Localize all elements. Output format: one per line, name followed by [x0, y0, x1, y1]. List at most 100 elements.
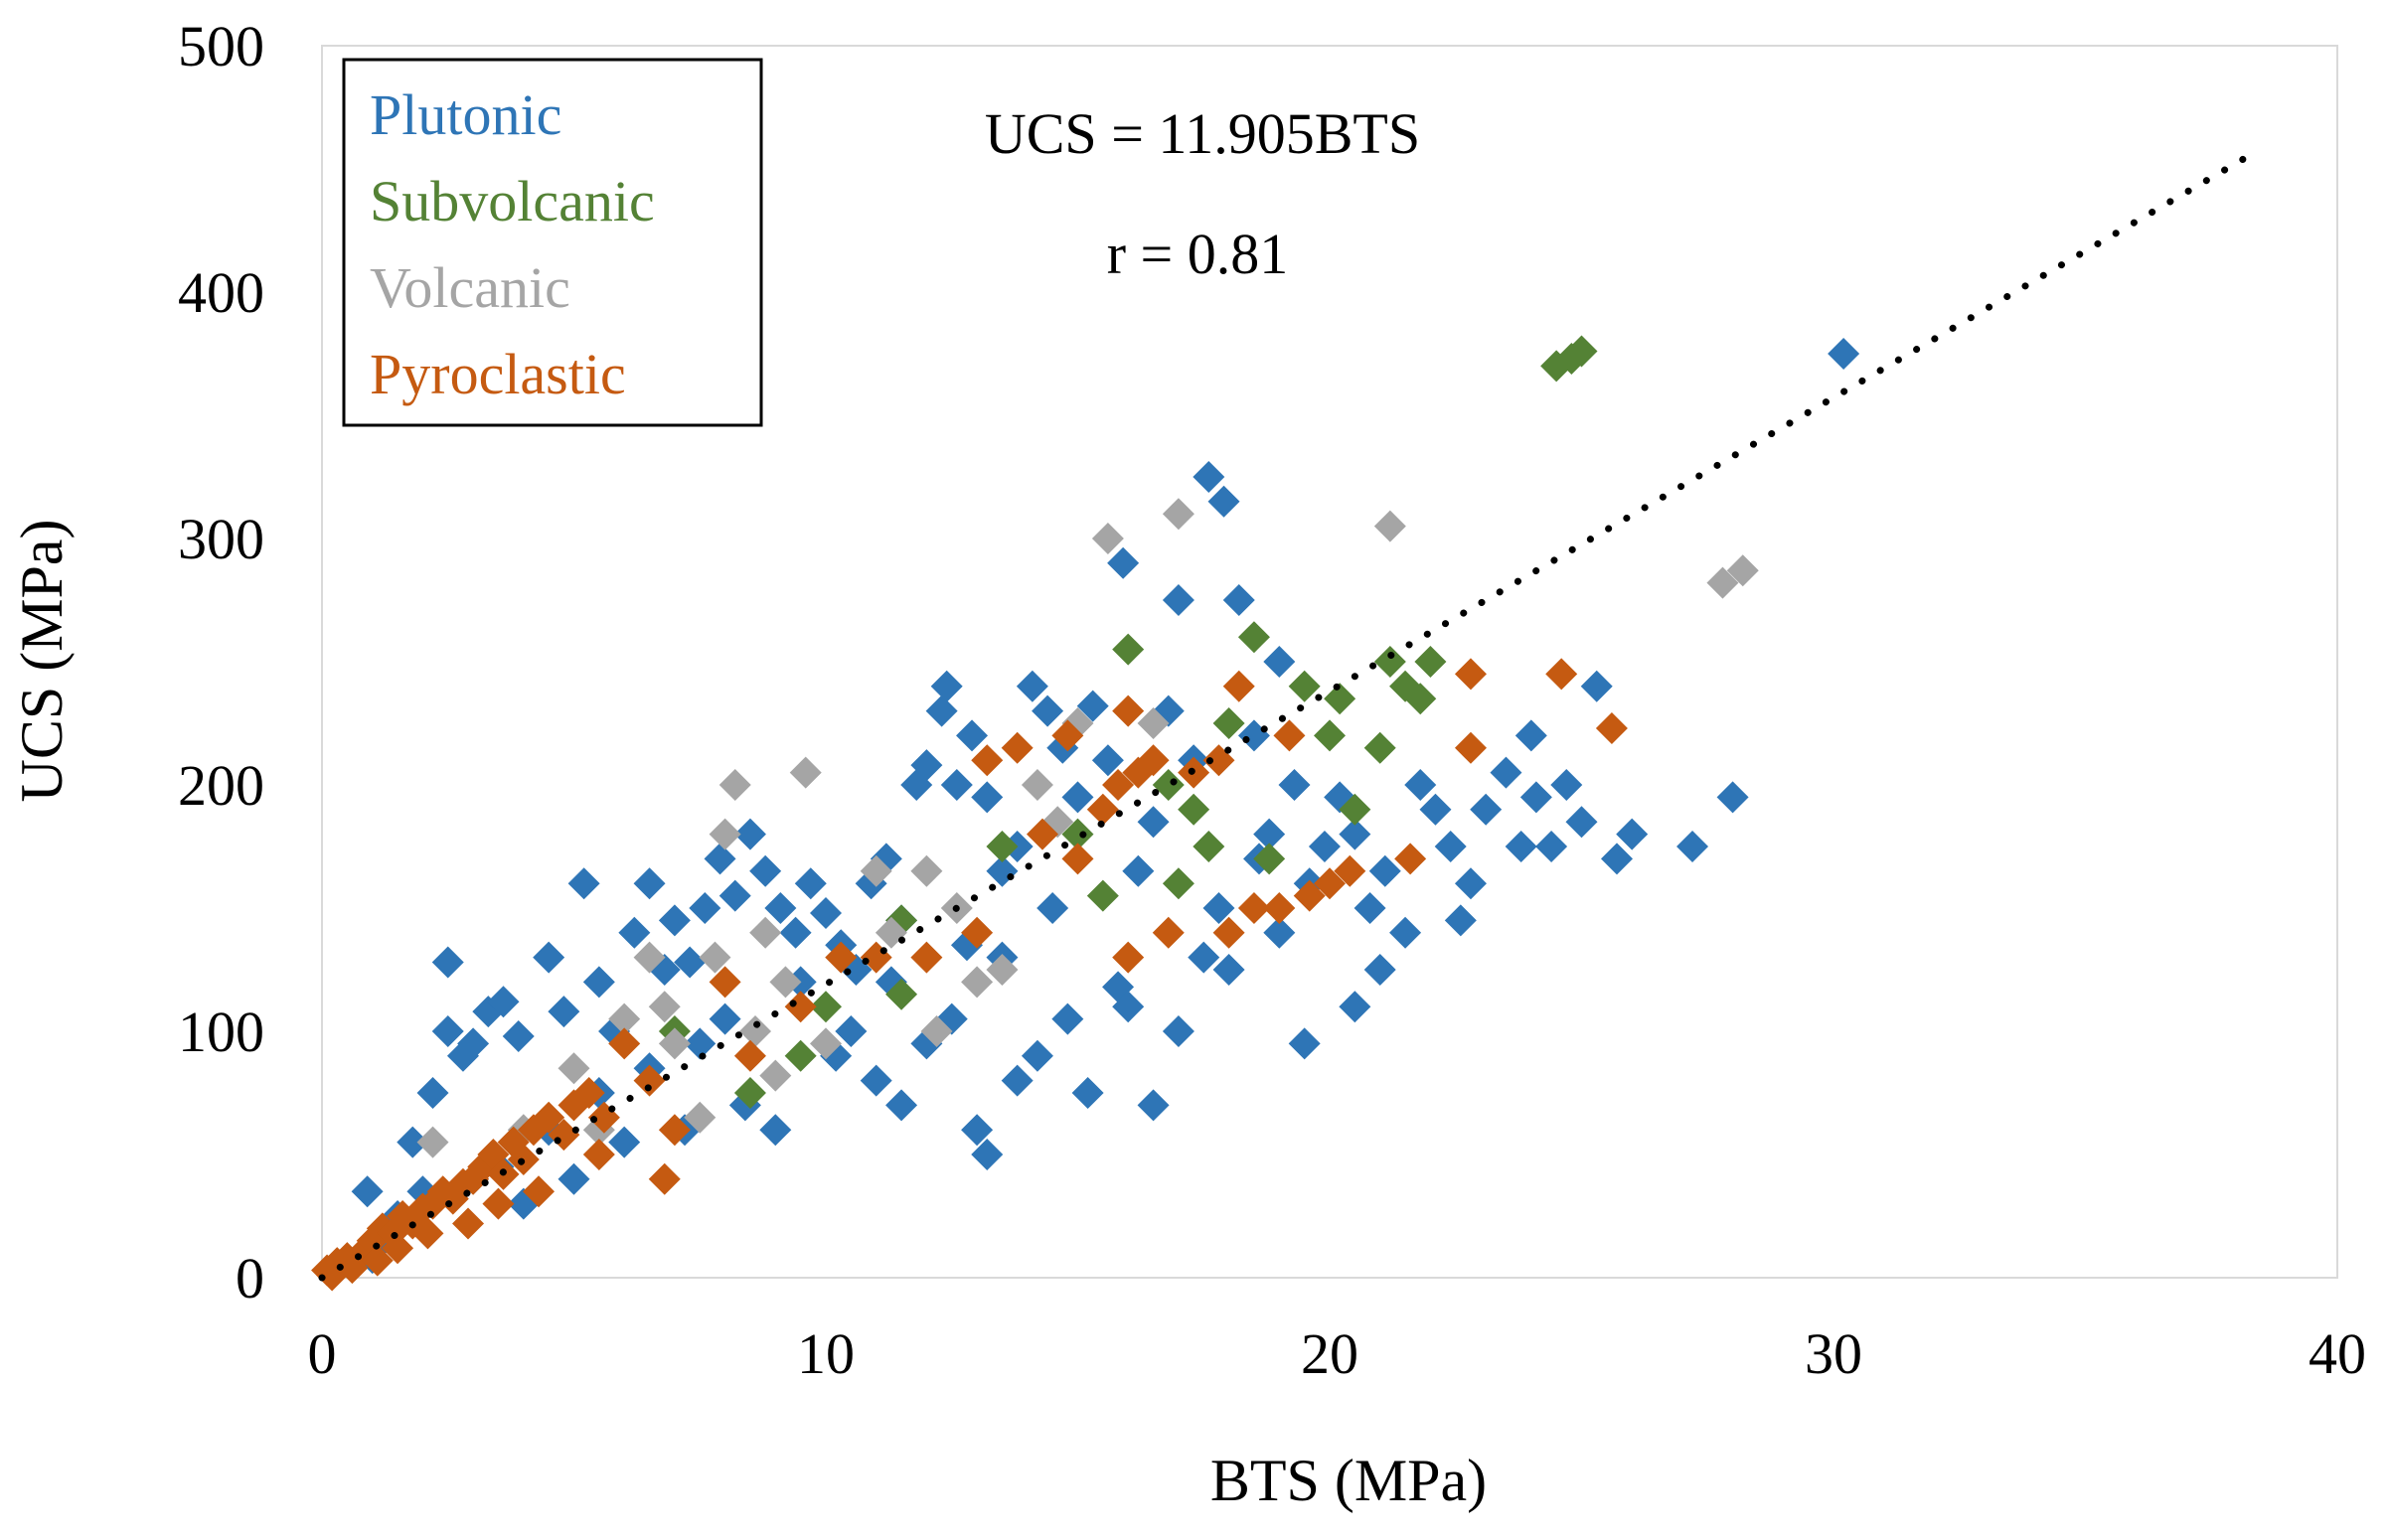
data-point	[684, 1101, 717, 1134]
trendline	[318, 153, 2251, 1282]
data-point	[910, 854, 943, 887]
data-point	[1308, 831, 1341, 862]
data-point	[1107, 546, 1140, 579]
data-point	[860, 1064, 892, 1097]
data-point	[920, 1015, 953, 1047]
legend-entry-plutonic: Plutonic	[370, 82, 561, 147]
data-point	[582, 966, 615, 999]
data-point	[1112, 941, 1145, 974]
data-point	[1334, 854, 1366, 887]
data-point	[533, 1101, 565, 1134]
data-point	[1394, 843, 1427, 875]
data-point	[718, 769, 751, 801]
data-point	[930, 670, 963, 702]
data-point	[1253, 843, 1286, 875]
data-point	[1112, 991, 1145, 1023]
data-point	[733, 1039, 766, 1072]
data-point	[351, 1175, 384, 1208]
correlation-annotation: r = 0.81	[1107, 222, 1289, 286]
data-point	[1706, 566, 1739, 599]
y-axis-label: UCS (MPa)	[9, 519, 75, 802]
data-point	[1102, 769, 1135, 801]
data-point	[457, 1027, 490, 1060]
y-tick-labels: 0 100 200 300 400 500	[178, 14, 264, 1310]
data-point	[764, 892, 797, 924]
data-point	[1212, 954, 1245, 986]
data-point	[1112, 633, 1145, 666]
legend-box	[342, 58, 763, 427]
data-point	[1178, 793, 1210, 826]
data-point	[1202, 892, 1235, 924]
data-point	[1222, 670, 1255, 702]
data-point	[452, 1207, 485, 1240]
data-point	[633, 867, 666, 900]
data-point	[1354, 892, 1386, 924]
data-point	[1514, 719, 1547, 752]
data-point	[910, 749, 943, 782]
data-point	[1263, 646, 1296, 678]
data-point	[986, 831, 1019, 862]
data-point	[1137, 744, 1170, 777]
legend: Plutonic Subvolcanic Volcanic Pyroclasti…	[342, 58, 763, 427]
data-point	[558, 1052, 590, 1085]
data-point	[860, 854, 892, 887]
data-point	[789, 756, 822, 789]
data-point	[1550, 769, 1583, 801]
data-point	[533, 941, 565, 974]
data-point	[784, 1039, 817, 1072]
data-point	[1162, 584, 1195, 616]
data-point	[1021, 1039, 1053, 1072]
data-point	[633, 1064, 666, 1097]
data-point	[1001, 1064, 1034, 1097]
legend-entry-subvolcanic: Subvolcanic	[370, 169, 655, 233]
data-point	[885, 1089, 918, 1122]
data-point	[633, 941, 666, 974]
data-point	[1152, 769, 1185, 801]
data-point	[1454, 731, 1487, 764]
data-point	[779, 916, 812, 949]
data-point	[397, 1126, 429, 1158]
data-point	[1253, 818, 1286, 850]
data-point	[1535, 831, 1568, 862]
data-point	[835, 1015, 868, 1047]
data-point	[1828, 338, 1860, 370]
data-point	[1222, 584, 1255, 616]
data-point	[608, 1027, 641, 1060]
data-point	[1373, 510, 1406, 542]
x-tick-label: 20	[1301, 1321, 1358, 1386]
data-point	[1505, 831, 1537, 862]
data-point	[1339, 818, 1371, 850]
x-tick-label: 10	[797, 1321, 855, 1386]
data-point	[1112, 694, 1145, 727]
data-point	[971, 744, 1004, 777]
data-point	[825, 941, 858, 974]
data-point	[1419, 793, 1452, 826]
data-point	[608, 1002, 641, 1035]
data-point	[1137, 707, 1170, 739]
data-point	[658, 1027, 691, 1060]
data-point	[382, 1232, 414, 1265]
trendline-layer	[318, 153, 2251, 1282]
data-point	[1061, 818, 1094, 850]
data-point	[648, 1162, 681, 1195]
data-point	[1237, 621, 1270, 654]
data-point	[1404, 769, 1437, 801]
data-point	[733, 1077, 766, 1109]
data-point	[1051, 1002, 1084, 1035]
data-point	[1339, 793, 1371, 826]
data-point	[1726, 554, 1759, 587]
data-point	[416, 1077, 449, 1109]
data-point	[482, 1187, 515, 1220]
data-point	[1212, 916, 1245, 949]
data-point	[709, 1002, 741, 1035]
data-point	[1288, 670, 1321, 702]
data-point	[961, 966, 994, 999]
data-point	[749, 916, 782, 949]
data-point	[1071, 1077, 1104, 1109]
data-point	[749, 854, 782, 887]
data-point	[961, 916, 994, 949]
data-point	[416, 1126, 449, 1158]
data-point	[431, 946, 464, 979]
data-point	[1162, 498, 1195, 531]
data-point	[733, 818, 766, 850]
